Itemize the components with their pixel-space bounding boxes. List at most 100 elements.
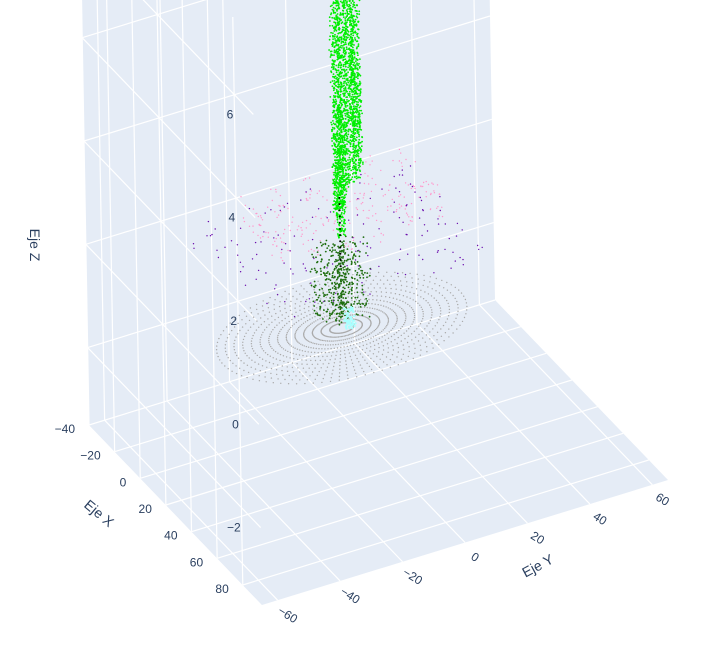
near-ground-point xyxy=(347,286,350,289)
ground-ring-point xyxy=(244,352,246,354)
ground-ring-point xyxy=(350,340,353,343)
green-cluster-point xyxy=(337,43,340,46)
green-cluster-point xyxy=(337,110,340,113)
purple-line-point xyxy=(362,223,365,225)
ground-ring-point xyxy=(265,381,267,383)
green-cluster-point xyxy=(335,64,338,67)
near-ground-point xyxy=(340,301,343,303)
grid-wall-z-right xyxy=(85,118,492,245)
ground-ring-point xyxy=(335,280,337,282)
ground-ring-point xyxy=(338,379,340,381)
near-ground-point xyxy=(354,263,357,265)
ground-ring-point xyxy=(269,344,271,346)
ground-ring-point xyxy=(384,313,387,315)
green-cluster-point xyxy=(351,8,354,11)
purple-line-point xyxy=(283,262,285,264)
green-cluster-point xyxy=(334,201,337,203)
purple-line-point xyxy=(209,235,212,237)
ground-ring-point xyxy=(387,351,389,353)
green-cluster-point xyxy=(338,29,341,31)
ground-ring-point xyxy=(364,374,366,376)
green-cluster-point xyxy=(339,170,342,173)
near-ground-point xyxy=(343,305,346,307)
ground-ring-point xyxy=(396,298,398,300)
ground-ring-point xyxy=(252,378,254,380)
pink-line-point xyxy=(272,244,274,246)
ground-ring-point xyxy=(245,332,247,334)
ground-ring-point xyxy=(392,302,394,305)
green-cluster-point xyxy=(346,10,349,13)
near-ground-point xyxy=(368,315,371,318)
ground-ring-point xyxy=(322,355,324,358)
pink-line-point xyxy=(382,234,385,236)
pink-line-point xyxy=(405,158,407,161)
green-cluster-point xyxy=(329,5,332,8)
green-cluster-point xyxy=(341,193,344,196)
ground-ring-point xyxy=(233,346,235,348)
ground-ring-point xyxy=(295,339,297,341)
near-ground-point xyxy=(337,306,340,309)
green-cluster-point xyxy=(347,94,350,97)
near-ground-point xyxy=(361,291,363,294)
near-ground-point xyxy=(344,279,347,281)
green-cluster-point xyxy=(341,12,344,15)
ground-ring-point xyxy=(404,312,406,315)
ground-ring-point xyxy=(233,349,236,351)
green-cluster-point xyxy=(342,124,345,126)
green-cluster-point xyxy=(330,54,333,56)
near-ground-point xyxy=(323,295,325,298)
green-cluster-point xyxy=(349,19,352,22)
green-cluster-point xyxy=(339,121,342,124)
green-cluster-point xyxy=(341,116,344,119)
ground-ring-point xyxy=(328,322,330,325)
green-cluster-point xyxy=(333,190,336,193)
ground-ring-point xyxy=(328,362,330,365)
green-cluster-point xyxy=(333,207,336,210)
ground-ring-point xyxy=(393,361,396,363)
ground-ring-point xyxy=(294,307,296,309)
green-cluster-point xyxy=(345,16,347,19)
ground-ring-point xyxy=(347,349,350,351)
near-ground-point xyxy=(354,243,356,246)
ground-ring-point xyxy=(310,341,312,344)
ground-ring-point xyxy=(431,342,433,344)
ground-ring-point xyxy=(444,332,447,334)
purple-line-point xyxy=(357,265,359,267)
green-cluster-point xyxy=(337,120,340,123)
ground-ring-point xyxy=(386,279,389,281)
pink-line-point xyxy=(410,187,412,190)
green-cluster-point xyxy=(344,86,347,89)
green-cluster-point xyxy=(343,39,346,41)
near-ground-point xyxy=(348,282,351,284)
pink-line-point xyxy=(366,217,368,219)
green-cluster-point xyxy=(349,174,351,176)
ground-ring-point xyxy=(270,367,273,370)
ground-ring-point xyxy=(465,302,468,304)
near-ground-point xyxy=(336,264,339,267)
ground-ring-point xyxy=(369,307,371,309)
near-ground-point xyxy=(333,309,335,312)
purple-line-point xyxy=(405,233,407,236)
ground-ring-point xyxy=(312,308,314,310)
ground-ring-point xyxy=(389,283,391,285)
purple-line-point xyxy=(409,165,412,167)
green-cluster-point xyxy=(359,141,362,144)
green-cluster-point xyxy=(352,121,355,123)
ground-ring-point xyxy=(305,345,308,348)
near-ground-point xyxy=(350,297,353,299)
green-cluster-point xyxy=(344,184,346,187)
purple-line-point xyxy=(255,278,257,280)
purple-line-point xyxy=(369,197,371,200)
ground-ring-point xyxy=(363,315,365,318)
near-ground-point xyxy=(340,306,343,309)
ground-ring-point xyxy=(346,300,349,302)
near-ground-point xyxy=(312,256,315,259)
ground-ring-point xyxy=(378,346,380,349)
ground-ring-point xyxy=(274,299,276,301)
pink-line-point xyxy=(388,189,390,191)
near-ground-point xyxy=(353,300,356,303)
ground-ring-point xyxy=(324,304,326,306)
ground-ring-point xyxy=(401,325,403,328)
pink-line-point xyxy=(259,215,262,217)
green-cluster-point xyxy=(359,94,361,97)
